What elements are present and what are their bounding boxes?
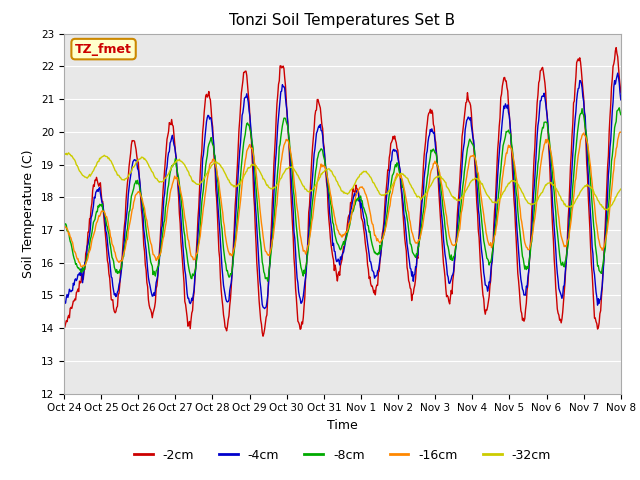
-2cm bbox=[428, 110, 435, 116]
X-axis label: Time: Time bbox=[327, 419, 358, 432]
-32cm bbox=[65, 150, 72, 156]
-32cm bbox=[128, 166, 136, 172]
-16cm bbox=[185, 238, 193, 244]
Text: TZ_fmet: TZ_fmet bbox=[75, 43, 132, 56]
Line: -32cm: -32cm bbox=[64, 153, 621, 210]
-32cm bbox=[214, 161, 222, 167]
-16cm bbox=[70, 248, 78, 254]
-8cm bbox=[60, 223, 68, 228]
-4cm bbox=[127, 168, 135, 174]
-16cm bbox=[77, 264, 85, 270]
-32cm bbox=[428, 182, 435, 188]
-32cm bbox=[617, 186, 625, 192]
-2cm bbox=[70, 298, 78, 304]
-2cm bbox=[60, 321, 68, 326]
-2cm bbox=[127, 142, 135, 147]
-16cm bbox=[60, 223, 68, 228]
Title: Tonzi Soil Temperatures Set B: Tonzi Soil Temperatures Set B bbox=[229, 13, 456, 28]
-8cm bbox=[214, 175, 221, 181]
-4cm bbox=[184, 295, 192, 301]
-4cm bbox=[60, 303, 68, 309]
-2cm bbox=[411, 282, 419, 288]
-32cm bbox=[71, 157, 79, 163]
-16cm bbox=[428, 168, 435, 174]
-8cm bbox=[264, 278, 271, 284]
-16cm bbox=[214, 175, 222, 181]
-8cm bbox=[411, 253, 419, 259]
-32cm bbox=[185, 169, 193, 175]
Line: -16cm: -16cm bbox=[64, 132, 621, 267]
Line: -8cm: -8cm bbox=[64, 108, 621, 281]
-2cm bbox=[214, 210, 221, 216]
-2cm bbox=[612, 45, 620, 50]
-32cm bbox=[411, 190, 419, 196]
-4cm bbox=[260, 306, 268, 312]
-2cm bbox=[259, 333, 267, 339]
-8cm bbox=[184, 260, 192, 266]
Legend: -2cm, -4cm, -8cm, -16cm, -32cm: -2cm, -4cm, -8cm, -16cm, -32cm bbox=[129, 444, 556, 467]
Y-axis label: Soil Temperature (C): Soil Temperature (C) bbox=[22, 149, 35, 278]
Line: -4cm: -4cm bbox=[64, 73, 621, 309]
-8cm bbox=[70, 255, 78, 261]
-16cm bbox=[128, 207, 136, 213]
-8cm bbox=[617, 112, 625, 118]
-32cm bbox=[604, 207, 611, 213]
-4cm bbox=[214, 192, 221, 198]
-2cm bbox=[184, 324, 192, 329]
-4cm bbox=[617, 97, 625, 103]
-8cm bbox=[616, 105, 623, 111]
-8cm bbox=[127, 193, 135, 199]
-4cm bbox=[614, 70, 621, 76]
-4cm bbox=[411, 271, 419, 277]
-2cm bbox=[617, 90, 625, 96]
-4cm bbox=[428, 129, 435, 134]
-16cm bbox=[411, 238, 419, 244]
Line: -2cm: -2cm bbox=[64, 48, 621, 336]
-4cm bbox=[70, 282, 78, 288]
-16cm bbox=[616, 129, 624, 135]
-16cm bbox=[617, 129, 625, 135]
-8cm bbox=[428, 147, 435, 153]
-32cm bbox=[60, 151, 68, 157]
